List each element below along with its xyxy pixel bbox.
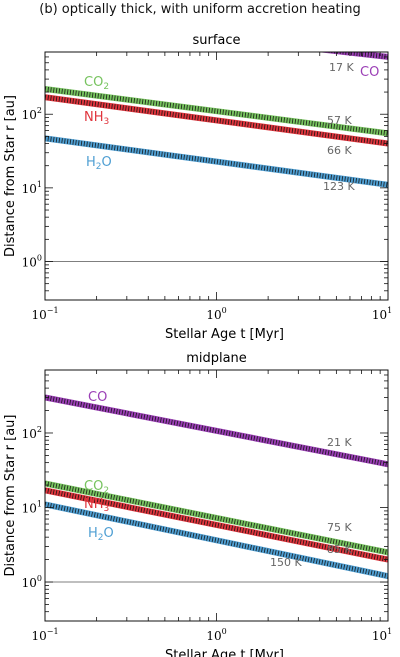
y-axis-label: Distance from Star r [au]: [3, 415, 18, 577]
y-tick-base: 10: [22, 502, 37, 516]
x-axis-label: Stellar Age t [Myr]: [165, 648, 284, 657]
species-label-co: CO: [88, 390, 107, 405]
species-name: CO: [88, 390, 107, 405]
species-label-co: CO: [360, 65, 379, 80]
y-tick-label: 100: [22, 253, 42, 269]
y-tick-exponent: 1: [37, 180, 42, 189]
y-tick-base: 10: [22, 108, 37, 122]
x-tick-exponent: 1: [387, 306, 392, 315]
y-tick-exponent: 0: [37, 253, 42, 262]
temperature-label-h2o: 150 K: [270, 556, 302, 569]
species-name: CO: [84, 75, 103, 90]
temperature-label-h2o: 123 K: [323, 180, 355, 193]
x-tick-exponent: 0: [222, 627, 227, 636]
series-hatch-co2: [45, 481, 388, 555]
species-subscript: 2: [98, 533, 104, 543]
species-subscript: 3: [104, 117, 110, 127]
species-name-tail: O: [104, 526, 114, 541]
x-tick-label: 101: [372, 306, 392, 322]
y-tick-base: 10: [22, 255, 37, 269]
x-tick-base: 10: [31, 308, 46, 322]
x-tick-label: 10−1: [31, 306, 58, 322]
x-tick-base: 10: [31, 629, 46, 643]
species-name: NH: [84, 110, 104, 125]
x-tick-base: 10: [372, 629, 387, 643]
y-tick-base: 10: [22, 182, 37, 196]
temperature-label-nh3: 66 K: [327, 144, 352, 157]
species-subscript: 3: [104, 504, 110, 514]
x-tick-base: 10: [372, 308, 387, 322]
x-tick-label: 101: [372, 627, 392, 643]
x-tick-label: 100: [206, 306, 226, 322]
plot-area: [45, 394, 388, 583]
y-tick-label: 102: [22, 106, 42, 122]
species-subscript: 2: [103, 486, 109, 496]
x-tick-label: 10−1: [31, 627, 58, 643]
y-axis-label: Distance from Star r [au]: [3, 95, 18, 257]
x-tick-base: 10: [206, 629, 221, 643]
species-label-co2: CO2: [84, 479, 109, 496]
species-name: CO: [84, 479, 103, 494]
y-tick-label: 101: [22, 500, 42, 516]
panel-title: midplane: [186, 351, 247, 366]
species-subscript: 2: [103, 82, 109, 92]
species-name: CO: [360, 65, 379, 80]
temperature-label-nh3: 85 K: [327, 543, 352, 556]
series-hatch-co: [45, 394, 388, 467]
temperature-label-co2: 57 K: [327, 114, 352, 127]
species-subscript: 2: [96, 162, 102, 172]
species-label-h2o: H2O: [88, 526, 114, 543]
species-name-tail: O: [102, 155, 112, 170]
x-tick-exponent: −1: [47, 306, 59, 315]
series-hatch-h2o: [45, 501, 388, 579]
x-tick-label: 100: [206, 627, 226, 643]
species-label-nh3: NH3: [84, 497, 109, 514]
y-tick-exponent: 0: [37, 574, 42, 583]
y-tick-label: 101: [22, 180, 42, 196]
x-tick-exponent: −1: [47, 627, 59, 636]
species-label-nh3: NH3: [84, 110, 109, 127]
x-axis-label: Stellar Age t [Myr]: [165, 327, 284, 342]
temperature-label-co: 17 K: [329, 61, 354, 74]
y-tick-base: 10: [22, 576, 37, 590]
species-name: H: [88, 526, 98, 541]
y-tick-exponent: 2: [37, 425, 42, 434]
species-label-co2: CO2: [84, 75, 109, 92]
species-name: NH: [84, 497, 104, 512]
y-tick-label: 100: [22, 574, 42, 590]
plot-area: [45, 52, 388, 262]
temperature-label-co2: 75 K: [327, 521, 352, 534]
series-hatch-nh3: [45, 487, 388, 563]
y-tick-exponent: 2: [37, 106, 42, 115]
y-tick-label: 102: [22, 425, 42, 441]
y-tick-base: 10: [22, 427, 37, 441]
x-tick-exponent: 1: [387, 627, 392, 636]
species-name: H: [86, 155, 96, 170]
x-tick-base: 10: [206, 308, 221, 322]
x-tick-exponent: 0: [222, 306, 227, 315]
panel-title: surface: [192, 33, 240, 48]
species-label-h2o: H2O: [86, 155, 112, 172]
temperature-label-co: 21 K: [327, 436, 352, 449]
figure-title: (b) optically thick, with uniform accret…: [39, 2, 361, 17]
y-tick-exponent: 1: [37, 500, 42, 509]
series-line-co2: [45, 86, 388, 137]
series-hatch-nh3: [45, 94, 388, 147]
series-hatch-h2o: [45, 135, 388, 188]
